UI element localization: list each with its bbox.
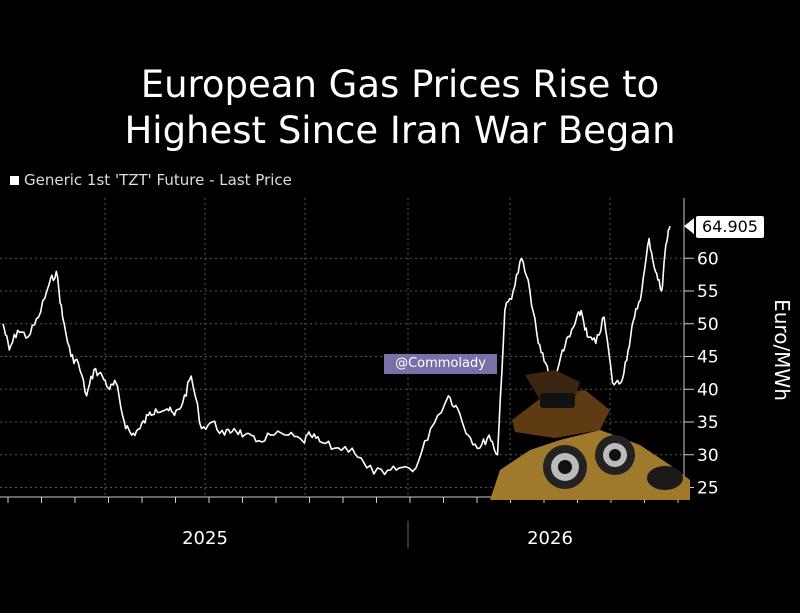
y-tick-label: 35 — [697, 413, 719, 433]
series-layer — [2, 218, 694, 476]
legend-label: Generic 1st 'TZT' Future - Last Price — [24, 171, 292, 189]
x-tick-label: 2026 — [527, 528, 573, 549]
y-tick-label: 25 — [697, 479, 719, 499]
y-axis: 25 30 35 40 45 50 55 60 Euro/MWh — [683, 198, 794, 499]
y-tick-label: 55 — [697, 282, 719, 302]
y-tick-label: 50 — [697, 315, 719, 335]
series-line — [2, 225, 671, 476]
y-tick-label: 40 — [697, 380, 719, 400]
legend-swatch — [10, 175, 19, 185]
chart-title: European Gas Prices Rise to Highest Sinc… — [0, 62, 800, 154]
y-tick-label: 30 — [697, 446, 719, 466]
x-tick-label: 2025 — [182, 528, 228, 549]
last-price-pointer — [684, 218, 694, 235]
title-line-2: Highest Since Iran War Began — [124, 109, 676, 152]
chart-legend: Generic 1st 'TZT' Future - Last Price — [10, 171, 292, 189]
dog-meme-image — [490, 370, 690, 500]
watermark-tag: @Commolady — [384, 354, 497, 374]
x-axis: 2025 2026 — [0, 496, 684, 549]
title-line-1: European Gas Prices Rise to — [140, 63, 660, 106]
y-tick-label: 60 — [697, 249, 719, 269]
y-tick-label: 45 — [697, 348, 719, 368]
y-axis-title: Euro/MWh — [770, 299, 794, 401]
last-price-label: 64.905 — [696, 216, 764, 238]
